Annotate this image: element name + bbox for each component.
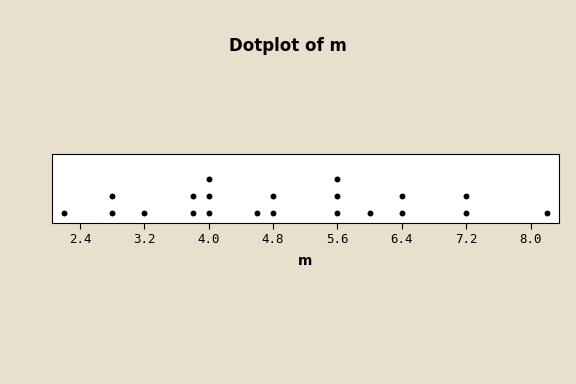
- Point: [140, 210, 149, 216]
- Point: [204, 176, 213, 182]
- Point: [365, 210, 374, 216]
- Point: [461, 210, 471, 216]
- Point: [108, 193, 117, 199]
- Point: [542, 210, 551, 216]
- Point: [333, 210, 342, 216]
- Point: [108, 210, 117, 216]
- Point: [188, 193, 197, 199]
- Point: [333, 193, 342, 199]
- Point: [333, 176, 342, 182]
- Text: Dotplot of m: Dotplot of m: [229, 37, 347, 55]
- Point: [252, 210, 262, 216]
- Point: [397, 193, 407, 199]
- X-axis label: m: m: [298, 255, 312, 268]
- Point: [204, 210, 213, 216]
- Point: [268, 210, 278, 216]
- Point: [188, 210, 197, 216]
- Point: [204, 193, 213, 199]
- Point: [268, 193, 278, 199]
- Point: [461, 193, 471, 199]
- Point: [59, 210, 69, 216]
- Point: [397, 210, 407, 216]
